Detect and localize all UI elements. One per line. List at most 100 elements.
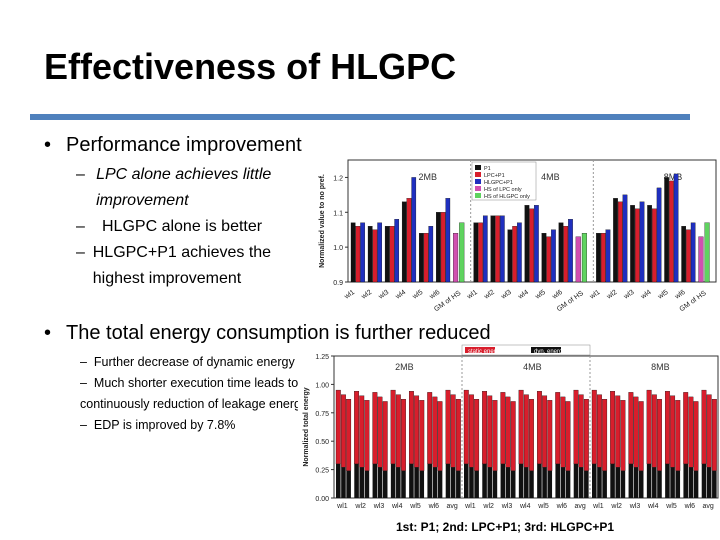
x-tick-label: wl3 (499, 289, 513, 301)
group-label: 8MB (664, 172, 683, 182)
bar-dynamic (414, 467, 419, 498)
x-tick-label: wl1 (588, 289, 602, 301)
sub-item: – LPC alone achieves little improvement (76, 162, 306, 214)
bar-dynamic (364, 470, 370, 498)
bar (681, 226, 687, 283)
bar-dynamic (620, 470, 626, 498)
bar-static (395, 394, 401, 468)
bar-static (638, 401, 644, 471)
bar-dynamic (492, 470, 498, 498)
bar-dynamic (524, 467, 529, 498)
bar-dynamic (646, 463, 652, 498)
bar (490, 215, 496, 283)
sub-text: Much shorter execution time leads to con… (80, 376, 308, 411)
x-tick-label: avg (574, 503, 585, 510)
bar-dynamic (542, 467, 547, 498)
bar-static (651, 394, 657, 468)
bar-dynamic (565, 470, 571, 498)
legend-box (471, 161, 537, 201)
bar-dynamic (500, 463, 506, 498)
bar-dynamic (469, 467, 474, 498)
bar (507, 229, 513, 283)
bar-static (382, 401, 388, 471)
bar (517, 222, 522, 283)
bar-static (419, 400, 425, 471)
bar-static (335, 389, 341, 465)
bar (568, 219, 573, 283)
bar-dynamic (336, 463, 341, 498)
bar-dynamic (706, 467, 712, 498)
x-tick-label: avg (446, 503, 457, 510)
y-tick-label: 1.0 (333, 245, 343, 252)
bar-static (455, 399, 461, 471)
bar-static (437, 401, 443, 471)
bar (690, 222, 696, 283)
x-tick-label: wl5 (665, 503, 677, 510)
bar-dynamic (652, 467, 657, 498)
x-tick-label: wl5 (409, 503, 421, 510)
bar-static (450, 394, 456, 468)
y-tick-label: 0.25 (315, 468, 329, 475)
bullet-dot: • (44, 134, 52, 156)
legend-label: LPC+P1 (484, 173, 505, 179)
bar-static (372, 392, 378, 465)
legend-swatch (475, 186, 481, 191)
sub-item: – Much shorter execution time leads to c… (80, 373, 370, 415)
bar-static (542, 395, 548, 468)
x-tick-label: wl1 (343, 289, 357, 301)
x-tick-label: wl2 (482, 289, 496, 301)
x-tick-label: wl1 (592, 503, 604, 510)
x-tick-label: wl6 (556, 503, 568, 510)
x-tick-label: wl6 (428, 289, 442, 301)
bar-dynamic (633, 467, 639, 498)
dash: – (80, 355, 94, 369)
bar (698, 236, 704, 283)
bar-static (683, 392, 689, 465)
bar-static (555, 392, 561, 465)
bar-dynamic (482, 463, 487, 498)
bar-dynamic (597, 467, 602, 498)
bar-dynamic (401, 470, 406, 498)
bullet-text: Performance improvement (66, 134, 302, 156)
bar-dynamic (592, 463, 597, 498)
y-tick-label: 1.25 (315, 354, 329, 361)
x-tick-label: wl4 (516, 289, 530, 301)
x-tick-label: wl5 (411, 289, 425, 301)
bar (453, 233, 459, 283)
y-axis-label: Normalized total energy (303, 387, 310, 466)
bar-static (518, 389, 524, 465)
bar-static (615, 395, 621, 468)
x-tick-label: wl3 (501, 503, 513, 510)
bar-dynamic (346, 470, 351, 498)
bar-static (505, 396, 511, 468)
dash: – (76, 244, 85, 261)
bar-dynamic (529, 470, 534, 498)
bar (384, 226, 390, 283)
legend-box (461, 344, 591, 356)
x-tick-label: wl5 (656, 289, 670, 301)
bar-static (414, 395, 420, 468)
bar-dynamic (555, 463, 560, 498)
bar-static (529, 399, 534, 471)
legend-swatch (475, 165, 481, 170)
bar-static (463, 389, 469, 465)
group-label: 4MB (541, 172, 560, 182)
bar (541, 233, 547, 283)
bar-static (657, 399, 662, 471)
y-tick-label: 0.00 (315, 496, 329, 503)
x-tick-label: wl3 (622, 289, 636, 301)
bar (406, 198, 412, 283)
bar-static (711, 399, 717, 471)
bar-dynamic (675, 470, 681, 498)
bar (495, 215, 500, 283)
y-tick-label: 0.9 (333, 280, 343, 287)
x-tick-label: wl2 (354, 503, 366, 510)
bar-dynamic (464, 463, 469, 498)
bar-static (523, 394, 529, 468)
bar-dynamic (547, 470, 553, 498)
bar (473, 222, 479, 283)
bar-static (602, 399, 608, 471)
bar-static (401, 399, 406, 471)
bar-dynamic (688, 467, 694, 498)
bar-dynamic (610, 463, 615, 498)
